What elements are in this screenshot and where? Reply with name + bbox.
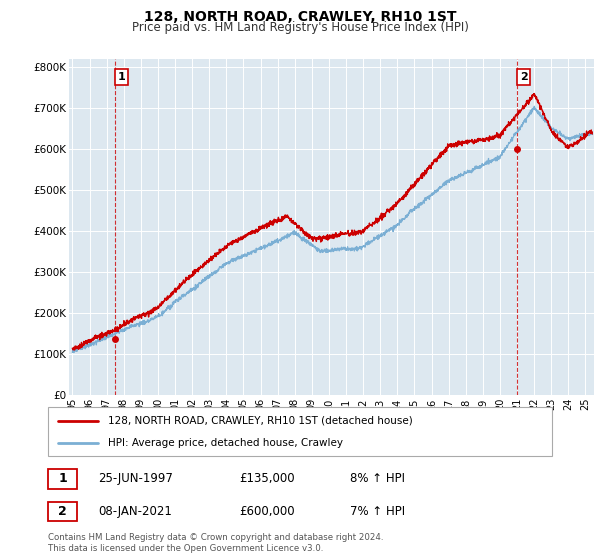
Text: 128, NORTH ROAD, CRAWLEY, RH10 1ST (detached house): 128, NORTH ROAD, CRAWLEY, RH10 1ST (deta…: [109, 416, 413, 426]
Text: 7% ↑ HPI: 7% ↑ HPI: [350, 505, 406, 517]
FancyBboxPatch shape: [48, 469, 77, 489]
FancyBboxPatch shape: [48, 502, 77, 521]
Text: 1: 1: [118, 72, 125, 82]
Text: Contains HM Land Registry data © Crown copyright and database right 2024.
This d: Contains HM Land Registry data © Crown c…: [48, 533, 383, 553]
Text: 8% ↑ HPI: 8% ↑ HPI: [350, 473, 406, 486]
Text: 1: 1: [58, 473, 67, 486]
Text: 25-JUN-1997: 25-JUN-1997: [98, 473, 173, 486]
Text: HPI: Average price, detached house, Crawley: HPI: Average price, detached house, Craw…: [109, 437, 343, 447]
Text: £135,000: £135,000: [239, 473, 295, 486]
Text: Price paid vs. HM Land Registry's House Price Index (HPI): Price paid vs. HM Land Registry's House …: [131, 21, 469, 34]
Text: 128, NORTH ROAD, CRAWLEY, RH10 1ST: 128, NORTH ROAD, CRAWLEY, RH10 1ST: [144, 10, 456, 24]
Text: £600,000: £600,000: [239, 505, 295, 517]
FancyBboxPatch shape: [48, 407, 552, 456]
Text: 2: 2: [520, 72, 528, 82]
Text: 2: 2: [58, 505, 67, 517]
Text: 08-JAN-2021: 08-JAN-2021: [98, 505, 172, 517]
